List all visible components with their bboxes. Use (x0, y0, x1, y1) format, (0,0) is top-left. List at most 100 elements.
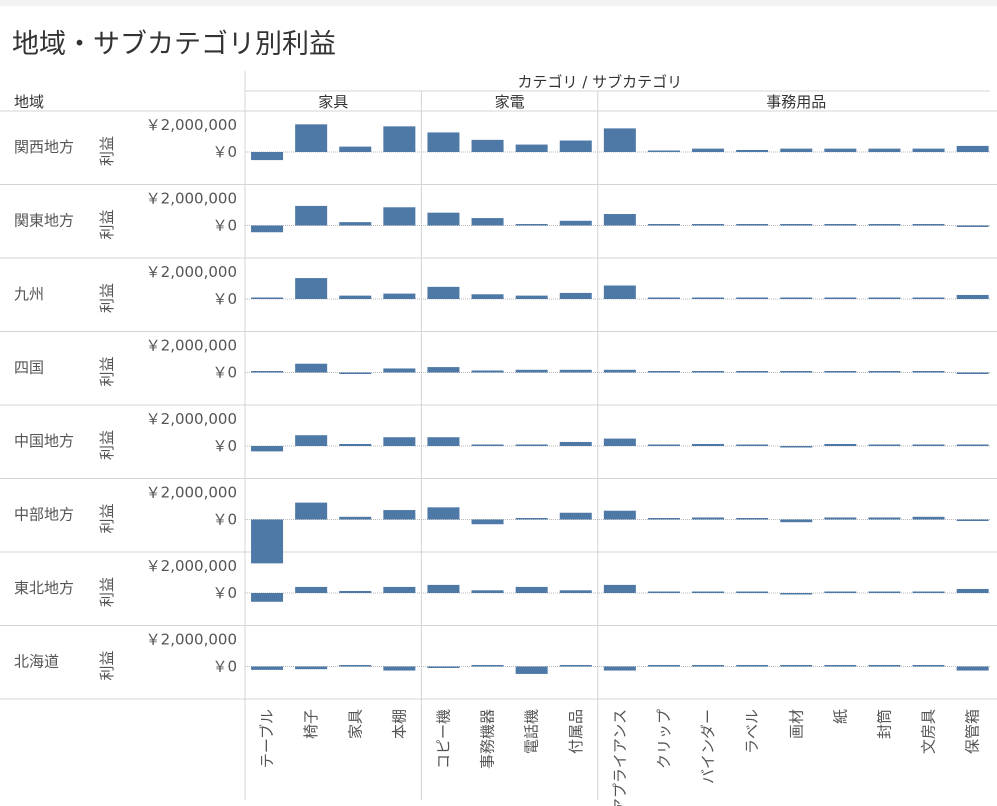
bar (956, 519, 989, 521)
y-tick-label: ￥2,000,000 (146, 631, 237, 649)
bar (647, 591, 680, 593)
bar (383, 368, 416, 373)
y-tick-label: ￥2,000,000 (146, 263, 237, 281)
measure-label: 利益 (98, 356, 116, 386)
bar (603, 128, 636, 152)
bar (471, 444, 504, 446)
bar (295, 586, 328, 593)
bar (295, 205, 328, 226)
bar (824, 665, 857, 667)
bar (736, 149, 769, 152)
measure-label: 利益 (98, 430, 116, 460)
chart-title: 地域・サブカテゴリ別利益 (12, 29, 336, 60)
y-tick-label: ￥2,000,000 (146, 190, 237, 208)
bar (427, 507, 460, 520)
x-tick-label: 電話機 (523, 709, 541, 754)
y-tick-label: ￥2,000,000 (146, 557, 237, 575)
bar (471, 665, 504, 667)
bar (647, 224, 680, 226)
x-tick-label: コピー機 (434, 709, 452, 769)
bar (956, 225, 989, 227)
bar (515, 144, 548, 152)
y-tick-label: ￥0 (212, 437, 237, 455)
bar (427, 437, 460, 446)
bar (956, 145, 989, 152)
bar (780, 446, 813, 448)
bar (295, 278, 328, 299)
bar (515, 369, 548, 373)
bar (868, 591, 901, 593)
region-row: 北海道 利益 ￥2,000,000 ￥0 (0, 631, 997, 700)
bar (868, 371, 901, 373)
bar (251, 152, 284, 161)
bar (603, 369, 636, 373)
bar (251, 519, 284, 564)
bar (427, 212, 460, 226)
bar (912, 371, 945, 373)
y-tick-label: ￥0 (212, 364, 237, 382)
region-label: 中国地方 (14, 432, 74, 450)
bar (295, 435, 328, 446)
y-tick-label: ￥2,000,000 (146, 337, 237, 355)
bar (471, 370, 504, 373)
bar (736, 297, 769, 299)
bar (912, 444, 945, 446)
bar (603, 584, 636, 593)
bar (427, 367, 460, 373)
y-tick-label: ￥0 (212, 290, 237, 308)
bar (912, 224, 945, 226)
measure-label: 利益 (98, 283, 116, 313)
region-row: 関東地方 利益 ￥2,000,000 ￥0 (0, 190, 997, 259)
region-label: 九州 (14, 285, 44, 303)
bar (780, 593, 813, 595)
bar (647, 297, 680, 299)
y-tick-label: ￥0 (212, 584, 237, 602)
x-tick-label: アプライアンス (611, 709, 629, 806)
bar (912, 148, 945, 152)
bar (824, 224, 857, 226)
x-tick-label: 封筒 (875, 709, 893, 739)
y-tick-label: ￥2,000,000 (146, 484, 237, 502)
bar (780, 519, 813, 523)
bar (956, 372, 989, 374)
bar (736, 518, 769, 520)
region-row: 関西地方 利益 ￥2,000,000 ￥0 (0, 116, 997, 185)
region-label: 東北地方 (14, 579, 74, 597)
bar (427, 666, 460, 668)
bar (295, 363, 328, 373)
region-label: 中部地方 (14, 506, 74, 524)
x-tick-label: 画材 (787, 709, 805, 739)
bar (868, 444, 901, 446)
bar (251, 666, 284, 670)
bar (339, 590, 372, 593)
bar (780, 665, 813, 667)
bar (515, 586, 548, 593)
bar (471, 519, 504, 525)
category-label: 家具 (318, 93, 348, 111)
bar (647, 518, 680, 520)
bar (251, 446, 284, 452)
bar (603, 285, 636, 299)
bar (868, 297, 901, 299)
bar (824, 443, 857, 446)
bar (692, 591, 725, 593)
measure-label: 利益 (98, 577, 116, 607)
bar (559, 292, 592, 299)
bar (868, 517, 901, 520)
row-header-title: 地域 (14, 93, 44, 111)
bar (559, 220, 592, 226)
x-tick-label: 事務機器 (479, 709, 497, 769)
bar (956, 294, 989, 299)
bar (736, 591, 769, 593)
bar (912, 665, 945, 667)
measure-label: 利益 (98, 136, 116, 166)
bar (692, 224, 725, 226)
bar (515, 444, 548, 446)
x-tick-label: 紙 (831, 709, 849, 724)
bar (383, 586, 416, 593)
bar (295, 666, 328, 670)
bar (868, 148, 901, 152)
bar (647, 665, 680, 667)
bar (251, 297, 284, 299)
bar (383, 207, 416, 226)
